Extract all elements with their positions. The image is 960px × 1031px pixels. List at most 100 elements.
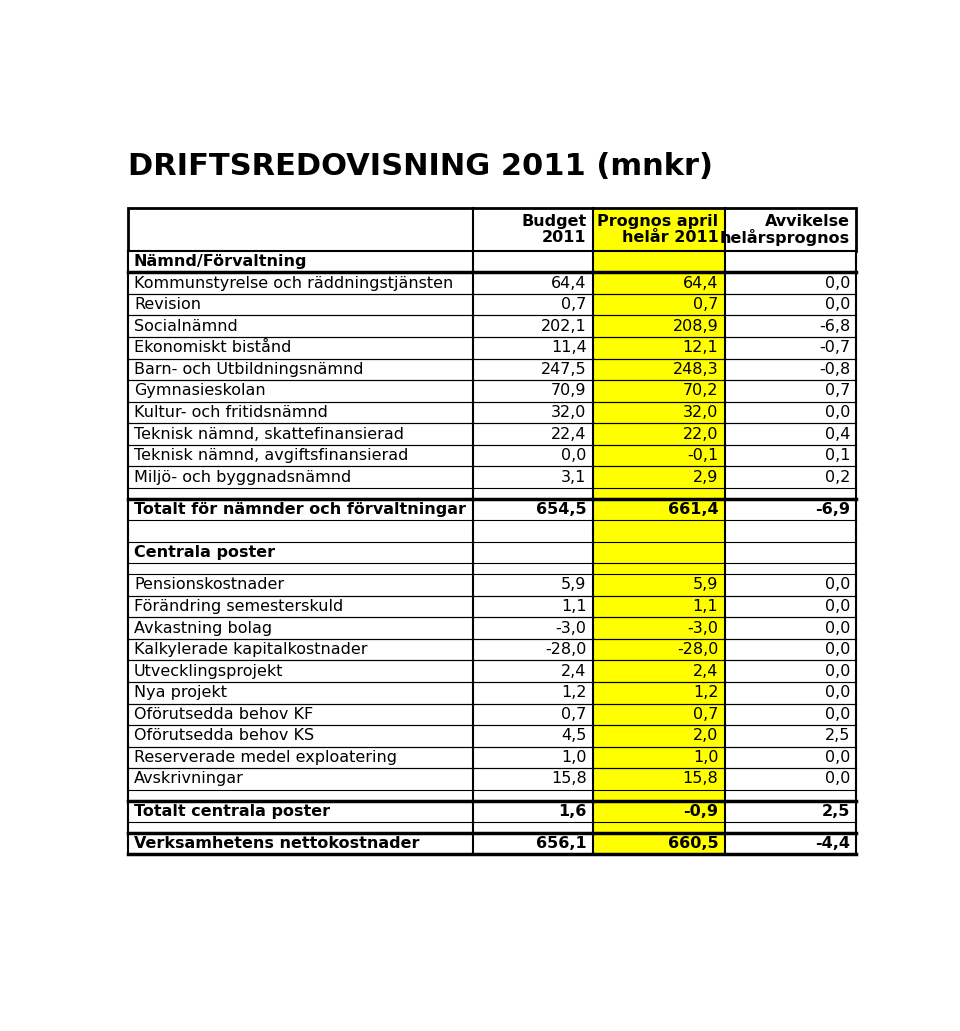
Text: Pensionskostnader: Pensionskostnader: [134, 577, 284, 593]
Text: 0,0: 0,0: [825, 577, 850, 593]
Text: 202,1: 202,1: [540, 319, 587, 334]
Text: Oförutsedda behov KF: Oförutsedda behov KF: [134, 707, 313, 722]
Text: Oförutsedda behov KS: Oförutsedda behov KS: [134, 728, 314, 743]
Text: Reserverade medel exploatering: Reserverade medel exploatering: [134, 750, 396, 765]
Bar: [592, 272, 725, 294]
Bar: [592, 531, 725, 542]
Bar: [725, 488, 856, 499]
Bar: [592, 424, 725, 444]
Text: 654,5: 654,5: [536, 502, 587, 517]
Text: Centrala poster: Centrala poster: [134, 545, 276, 560]
Text: Avskrivningar: Avskrivningar: [134, 771, 244, 787]
Bar: [472, 402, 592, 424]
Bar: [472, 359, 592, 380]
Bar: [725, 424, 856, 444]
Text: 70,2: 70,2: [683, 384, 718, 398]
Bar: [128, 294, 472, 315]
Bar: [592, 681, 725, 703]
Text: 0,0: 0,0: [562, 448, 587, 463]
Bar: [128, 531, 472, 542]
Bar: [472, 208, 592, 251]
Bar: [725, 380, 856, 402]
Bar: [592, 768, 725, 790]
Bar: [128, 402, 472, 424]
Text: Totalt för nämnder och förvaltningar: Totalt för nämnder och förvaltningar: [134, 502, 466, 517]
Bar: [472, 790, 592, 800]
Bar: [725, 208, 856, 251]
Text: Kommunstyrelse och räddningstjänsten: Kommunstyrelse och räddningstjänsten: [134, 275, 453, 291]
Text: 661,4: 661,4: [667, 502, 718, 517]
Bar: [472, 251, 592, 272]
Text: Kalkylerade kapitalkostnader: Kalkylerade kapitalkostnader: [134, 642, 368, 657]
Text: 15,8: 15,8: [683, 771, 718, 787]
Bar: [725, 639, 856, 661]
Text: 0,7: 0,7: [562, 297, 587, 312]
Bar: [128, 746, 472, 768]
Text: 0,0: 0,0: [825, 664, 850, 678]
Bar: [128, 703, 472, 725]
Text: 208,9: 208,9: [673, 319, 718, 334]
Bar: [128, 574, 472, 596]
Bar: [725, 294, 856, 315]
Text: -28,0: -28,0: [677, 642, 718, 657]
Bar: [472, 822, 592, 833]
Text: 1,2: 1,2: [561, 686, 587, 700]
Bar: [725, 563, 856, 574]
Text: 0,0: 0,0: [825, 297, 850, 312]
Text: 11,4: 11,4: [551, 340, 587, 356]
Bar: [592, 833, 725, 855]
Bar: [472, 294, 592, 315]
Text: 32,0: 32,0: [551, 405, 587, 420]
Bar: [592, 563, 725, 574]
Bar: [472, 618, 592, 639]
Bar: [128, 499, 472, 521]
Bar: [128, 315, 472, 337]
Bar: [472, 380, 592, 402]
Bar: [592, 251, 725, 272]
Text: Avkastning bolag: Avkastning bolag: [134, 621, 272, 635]
Text: Ekonomiskt bistånd: Ekonomiskt bistånd: [134, 340, 291, 356]
Bar: [592, 208, 725, 251]
Bar: [725, 596, 856, 618]
Text: Budget: Budget: [521, 214, 587, 229]
Text: 2011: 2011: [542, 230, 587, 244]
Text: -0,9: -0,9: [684, 804, 718, 819]
Bar: [472, 639, 592, 661]
Bar: [592, 800, 725, 822]
Text: 5,9: 5,9: [693, 577, 718, 593]
Bar: [472, 768, 592, 790]
Bar: [472, 800, 592, 822]
Text: 0,7: 0,7: [825, 384, 850, 398]
Text: -3,0: -3,0: [687, 621, 718, 635]
Bar: [472, 531, 592, 542]
Bar: [472, 315, 592, 337]
Bar: [592, 466, 725, 488]
Text: 22,0: 22,0: [683, 427, 718, 441]
Text: 22,4: 22,4: [551, 427, 587, 441]
Bar: [128, 542, 472, 563]
Text: -0,8: -0,8: [819, 362, 850, 377]
Bar: [128, 681, 472, 703]
Text: 0,0: 0,0: [825, 750, 850, 765]
Text: 0,0: 0,0: [825, 275, 850, 291]
Bar: [592, 402, 725, 424]
Bar: [725, 618, 856, 639]
Bar: [725, 272, 856, 294]
Text: 0,0: 0,0: [825, 621, 850, 635]
Text: 2,0: 2,0: [693, 728, 718, 743]
Text: 0,1: 0,1: [825, 448, 850, 463]
Text: 0,0: 0,0: [825, 405, 850, 420]
Bar: [128, 661, 472, 681]
Bar: [592, 618, 725, 639]
Bar: [725, 746, 856, 768]
Bar: [128, 359, 472, 380]
Bar: [128, 272, 472, 294]
Bar: [592, 444, 725, 466]
Text: 2,5: 2,5: [825, 728, 850, 743]
Bar: [725, 574, 856, 596]
Bar: [472, 746, 592, 768]
Bar: [592, 639, 725, 661]
Bar: [725, 661, 856, 681]
Bar: [725, 315, 856, 337]
Bar: [592, 359, 725, 380]
